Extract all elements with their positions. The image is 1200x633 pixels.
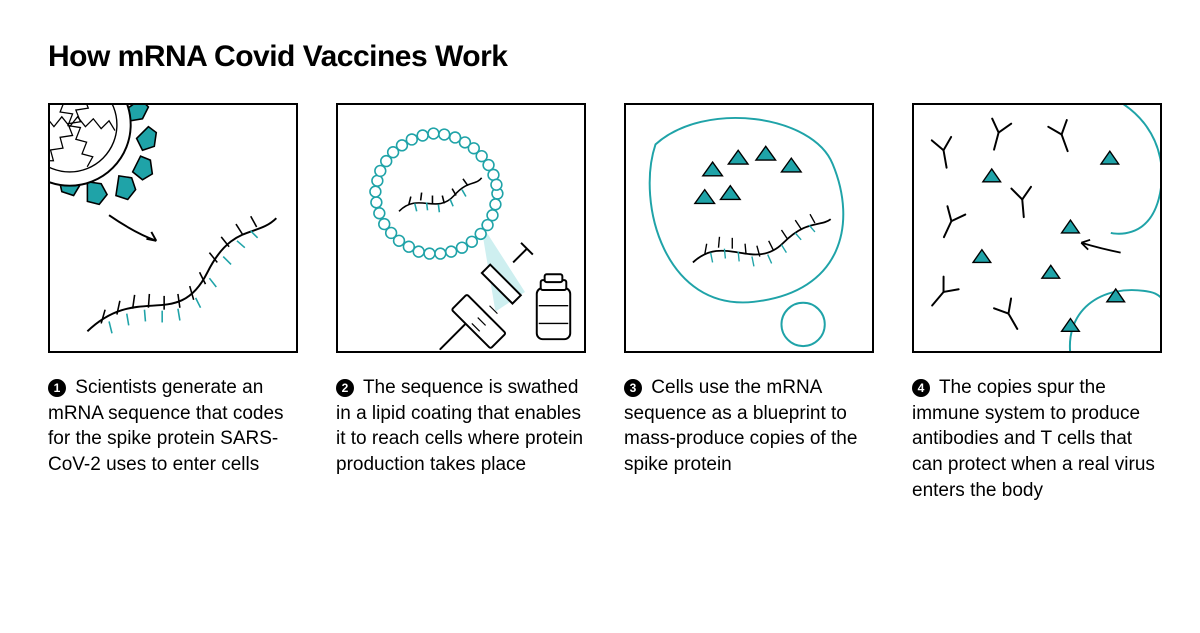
panel-4-text: The copies spur the immune system to pro… (912, 377, 1155, 501)
panel-3-text: Cells use the mRNA sequence as a bluepri… (624, 377, 857, 475)
panel-3: 3 Cells use the mRNA sequence as a bluep… (624, 103, 874, 503)
panel-4: 4 The copies spur the immune system to p… (912, 103, 1162, 503)
arrow-icon (1081, 240, 1120, 253)
bullet-1: 1 (48, 379, 66, 397)
antibodies-icon (925, 119, 1077, 334)
panel-2-caption: 2 The sequence is swathed in a lipid coa… (336, 375, 586, 478)
panel-2-text: The sequence is swathed in a lipid coati… (336, 377, 583, 475)
panel-3-caption: 3 Cells use the mRNA sequence as a bluep… (624, 375, 874, 478)
spike-proteins-icon (695, 146, 801, 203)
spike-proteins-icon (973, 151, 1125, 331)
bullet-3: 3 (624, 379, 642, 397)
panel-1: 1 Scientists generate an mRNA sequence t… (48, 103, 298, 503)
panel-1-caption: 1 Scientists generate an mRNA sequence t… (48, 375, 298, 478)
bullet-2: 2 (336, 379, 354, 397)
cell-membrane-icon (650, 118, 844, 302)
mrna-strand-icon (87, 216, 276, 333)
mrna-strand-icon (693, 214, 831, 266)
arrow-icon (109, 215, 156, 241)
syringe-icon (440, 243, 532, 349)
page-title: How mRNA Covid Vaccines Work (48, 40, 1164, 73)
cell-partial-top-icon (1071, 105, 1160, 234)
panel-4-illustration (912, 103, 1162, 353)
vial-icon (537, 274, 570, 339)
panel-1-text: Scientists generate an mRNA sequence tha… (48, 377, 284, 475)
panel-3-illustration (624, 103, 874, 353)
lipid-nanoparticle-icon (370, 128, 503, 259)
bullet-4: 4 (912, 379, 930, 397)
small-cell-icon (781, 303, 824, 346)
panel-1-illustration (48, 103, 298, 353)
panels-row: 1 Scientists generate an mRNA sequence t… (48, 103, 1164, 503)
panel-2: 2 The sequence is swathed in a lipid coa… (336, 103, 586, 503)
panel-2-illustration (336, 103, 586, 353)
virus-icon (50, 105, 156, 204)
panel-4-caption: 4 The copies spur the immune system to p… (912, 375, 1162, 503)
